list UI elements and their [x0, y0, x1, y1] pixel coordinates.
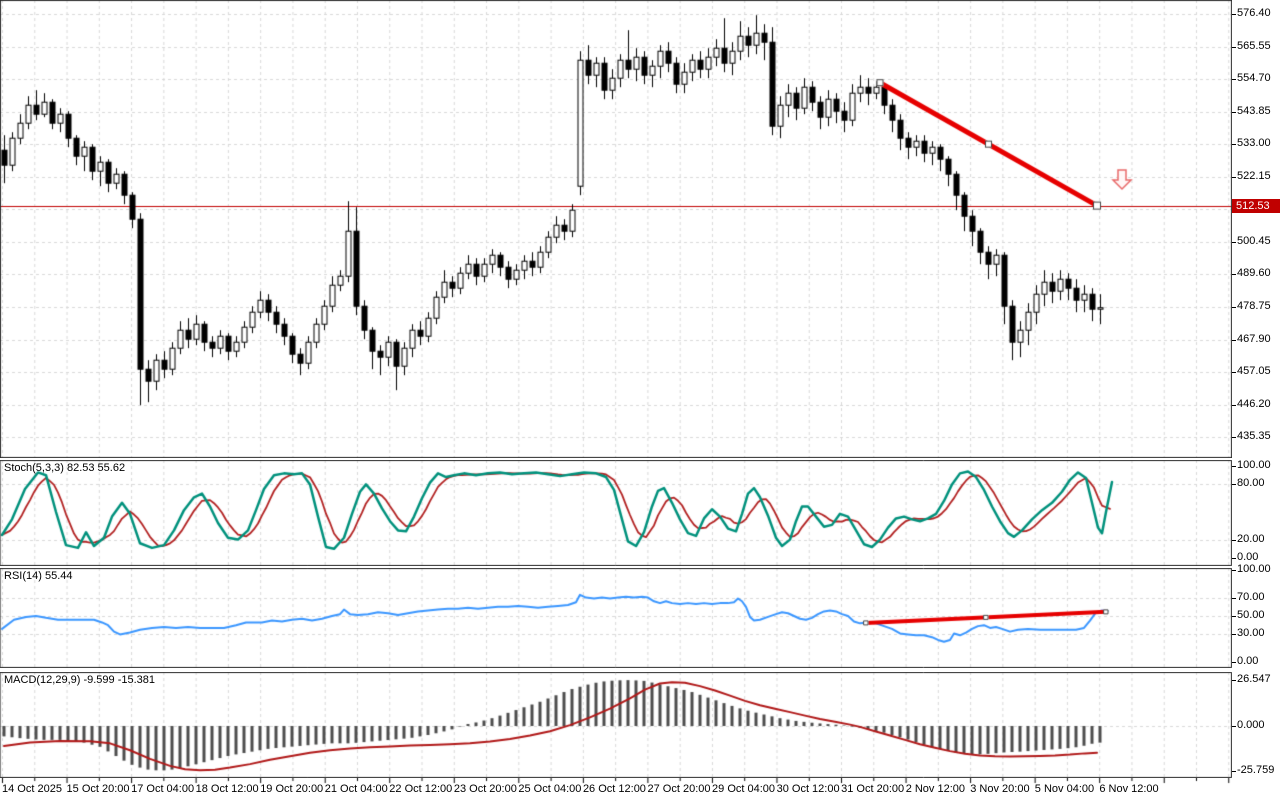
- stochastic-panel[interactable]: Stoch(5,3,3) 82.53 55.62: [0, 460, 1232, 566]
- time-axis-label: 17 Oct 04:00: [131, 783, 195, 795]
- time-axis-label: 22 Oct 12:00: [389, 783, 453, 795]
- price-axis-label: 554.70: [1232, 72, 1271, 85]
- hline-price-text: 512.53: [1236, 200, 1270, 212]
- time-axis-label: 18 Oct 12:00: [195, 783, 259, 795]
- time-axis-label: 6 Nov 12:00: [1099, 783, 1159, 795]
- hline-price-badge: 512.53: [1232, 199, 1280, 213]
- time-axis-label: 19 Oct 20:00: [260, 783, 324, 795]
- time-axis-label: 30 Oct 12:00: [776, 783, 840, 795]
- price-axis-label: 543.85: [1232, 104, 1271, 117]
- stoch-axis-label: 100.00: [1232, 459, 1271, 471]
- price-panel[interactable]: [0, 0, 1232, 458]
- rsi-axis-label: 70.00: [1232, 590, 1265, 603]
- price-axis-label: 576.40: [1232, 7, 1271, 19]
- price-axis-label: 478.75: [1232, 299, 1271, 312]
- time-axis-label: 2 Nov 12:00: [905, 783, 966, 795]
- rsi-axis-label: 100.00: [1232, 563, 1271, 575]
- time-axis-label: 26 Oct 12:00: [582, 783, 646, 795]
- stoch-axis-label: 80.00: [1232, 477, 1265, 490]
- time-axis-label: 29 Oct 04:00: [712, 783, 776, 795]
- price-axis-label: 446.20: [1232, 397, 1271, 410]
- macd-label: MACD(12,29,9) -9.599 -15.381: [4, 674, 156, 686]
- stochastic-label: Stoch(5,3,3) 82.53 55.62: [4, 462, 126, 474]
- price-chart-canvas[interactable]: [0, 0, 1232, 458]
- macd-canvas[interactable]: [0, 672, 1232, 778]
- macd-axis-label: 0.000: [1232, 719, 1265, 731]
- time-axis-label: 3 Nov 20:00: [970, 783, 1030, 795]
- time-axis-label: 14 Oct 2025: [2, 783, 62, 795]
- rsi-axis-label: 50.00: [1232, 609, 1265, 621]
- time-axis-label: 15 Oct 20:00: [66, 783, 130, 795]
- stoch-axis-label: 0.00: [1231, 551, 1259, 563]
- price-axis-label: 522.15: [1232, 169, 1271, 182]
- time-axis-label: 31 Oct 20:00: [841, 783, 905, 795]
- macd-axis-label: 26.547: [1232, 673, 1271, 685]
- time-axis-label: 25 Oct 04:00: [518, 783, 582, 795]
- rsi-panel[interactable]: RSI(14) 55.44: [0, 568, 1232, 668]
- time-scale-ticks: [0, 778, 1280, 800]
- price-axis-label: 489.60: [1232, 267, 1271, 280]
- macd-axis-label: -25.759: [1231, 763, 1275, 776]
- stochastic-canvas[interactable]: [0, 460, 1232, 566]
- price-axis-label: 565.55: [1232, 39, 1271, 52]
- rsi-axis-label: 0.00: [1231, 655, 1259, 667]
- price-axis-label: 457.05: [1232, 365, 1271, 378]
- rsi-label: RSI(14) 55.44: [4, 570, 73, 582]
- price-axis-label: 467.90: [1232, 332, 1271, 345]
- time-axis-label: 5 Nov 04:00: [1034, 783, 1095, 795]
- time-axis-label: 21 Oct 04:00: [324, 783, 388, 795]
- rsi-canvas[interactable]: [0, 568, 1232, 668]
- time-axis-label: 27 Oct 20:00: [647, 783, 711, 795]
- stoch-axis-label: 20.00: [1232, 532, 1265, 545]
- price-axis-label: 533.00: [1232, 137, 1271, 150]
- rsi-axis-label: 30.00: [1232, 627, 1265, 640]
- price-axis-label: 435.35: [1232, 430, 1271, 443]
- macd-panel[interactable]: MACD(12,29,9) -9.599 -15.381: [0, 672, 1232, 778]
- price-axis-label: 500.45: [1232, 234, 1271, 247]
- time-axis-label: 23 Oct 20:00: [453, 783, 517, 795]
- price-scale[interactable]: 576.40565.55554.70543.85533.00522.15511.…: [1231, 0, 1280, 778]
- time-scale[interactable]: 14 Oct 2025 15 Oct 20:00 17 Oct 04:00 18 Oc…: [0, 778, 1280, 800]
